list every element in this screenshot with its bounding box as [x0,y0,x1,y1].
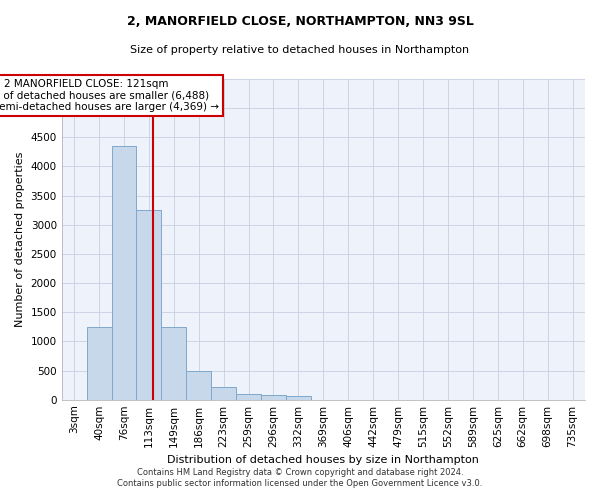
Bar [86,327,112,400]
Text: 2 MANORFIELD CLOSE: 121sqm
← 59% of detached houses are smaller (6,488)
40% of s: 2 MANORFIELD CLOSE: 121sqm ← 59% of deta… [0,78,219,112]
Bar [236,394,261,400]
Y-axis label: Number of detached properties: Number of detached properties [15,152,25,327]
Bar [286,396,311,400]
Bar [186,370,211,400]
Text: Contains HM Land Registry data © Crown copyright and database right 2024.
Contai: Contains HM Land Registry data © Crown c… [118,468,482,487]
Bar [112,146,136,400]
X-axis label: Distribution of detached houses by size in Northampton: Distribution of detached houses by size … [167,455,479,465]
Bar [261,395,286,400]
Bar [136,210,161,400]
Bar [211,386,236,400]
Text: 2, MANORFIELD CLOSE, NORTHAMPTON, NN3 9SL: 2, MANORFIELD CLOSE, NORTHAMPTON, NN3 9S… [127,15,473,28]
Text: Size of property relative to detached houses in Northampton: Size of property relative to detached ho… [130,45,470,55]
Bar [161,327,186,400]
